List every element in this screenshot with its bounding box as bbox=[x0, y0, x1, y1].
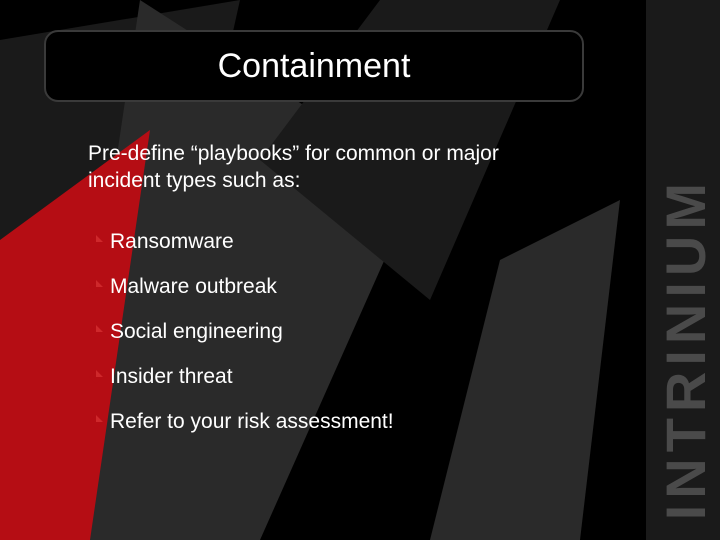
bullet-list: Ransomware Malware outbreak Social engin… bbox=[88, 230, 394, 455]
bullet-text: Refer to your risk assessment! bbox=[110, 410, 394, 434]
title-container: Containment bbox=[44, 30, 584, 102]
slide-title: Containment bbox=[218, 47, 411, 86]
bullet-text: Insider threat bbox=[110, 365, 233, 389]
bullet-text: Ransomware bbox=[110, 230, 234, 254]
list-item: Refer to your risk assessment! bbox=[88, 410, 394, 434]
diamond-icon bbox=[88, 414, 104, 430]
diamond-icon bbox=[88, 279, 104, 295]
bullet-text: Social engineering bbox=[110, 320, 283, 344]
diamond-icon bbox=[88, 324, 104, 340]
slide: INTRINIUM Containment Pre-define “playbo… bbox=[0, 0, 720, 540]
list-item: Malware outbreak bbox=[88, 275, 394, 299]
list-item: Ransomware bbox=[88, 230, 394, 254]
slide-subtitle: Pre-define “playbooks” for common or maj… bbox=[88, 140, 548, 195]
diamond-icon bbox=[88, 234, 104, 250]
brand-wordmark: INTRINIUM bbox=[653, 177, 718, 520]
bullet-text: Malware outbreak bbox=[110, 275, 277, 299]
diamond-icon bbox=[88, 369, 104, 385]
list-item: Social engineering bbox=[88, 320, 394, 344]
list-item: Insider threat bbox=[88, 365, 394, 389]
